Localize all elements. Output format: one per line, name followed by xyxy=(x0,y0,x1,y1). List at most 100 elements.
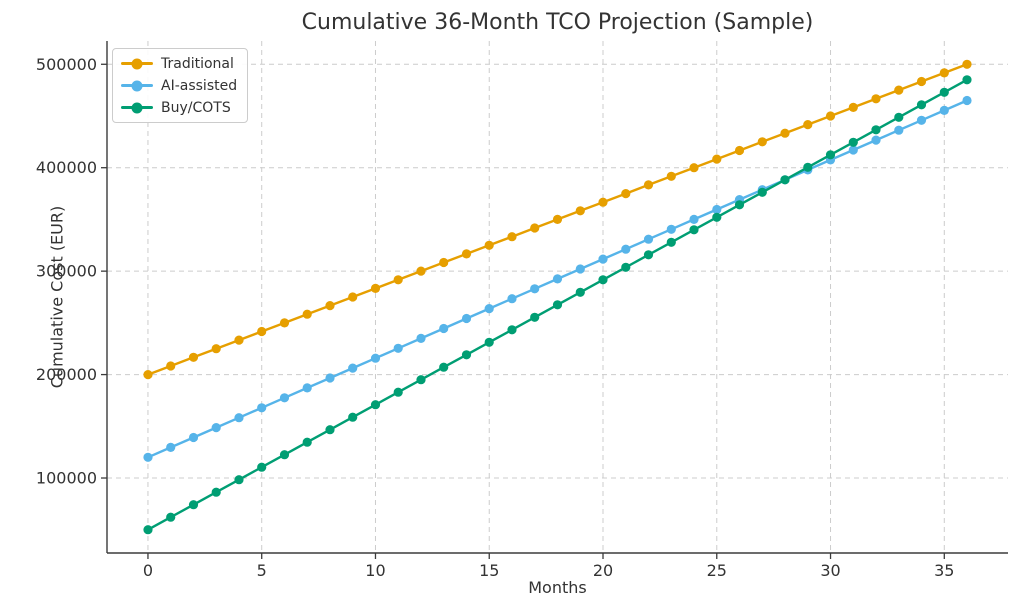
axes-spines xyxy=(106,41,1008,554)
data-point-ai-assisted-3 xyxy=(211,423,221,433)
data-point-traditional-32 xyxy=(871,94,881,104)
data-point-ai-assisted-8 xyxy=(325,373,335,383)
legend: Traditional AI-assisted Buy/COTS xyxy=(112,48,248,123)
data-point-buy-cots-34 xyxy=(916,100,927,110)
data-point-buy-cots-18 xyxy=(552,300,563,310)
data-point-ai-assisted-7 xyxy=(302,383,312,393)
data-point-traditional-1 xyxy=(166,361,176,371)
data-point-buy-cots-19 xyxy=(575,287,585,297)
data-point-buy-cots-17 xyxy=(530,312,540,322)
x-tick-label: 20 xyxy=(593,561,613,580)
data-point-traditional-31 xyxy=(848,102,858,112)
data-point-traditional-21 xyxy=(621,189,631,199)
data-point-traditional-13 xyxy=(439,257,449,268)
data-point-traditional-33 xyxy=(894,85,904,95)
data-point-buy-cots-23 xyxy=(666,237,676,247)
data-point-ai-assisted-12 xyxy=(416,333,426,343)
data-point-buy-cots-7 xyxy=(302,437,312,447)
data-point-buy-cots-6 xyxy=(279,450,290,460)
x-axis-label: Months xyxy=(528,578,587,597)
data-point-traditional-5 xyxy=(257,326,267,337)
data-point-ai-assisted-25 xyxy=(712,204,722,215)
data-point-ai-assisted-35 xyxy=(939,105,949,115)
data-point-traditional-17 xyxy=(530,223,540,233)
y-tick-label: 300000 xyxy=(36,262,97,281)
data-point-buy-cots-29 xyxy=(803,162,813,172)
data-point-buy-cots-22 xyxy=(643,250,654,260)
data-point-ai-assisted-0 xyxy=(143,452,153,462)
data-point-buy-cots-32 xyxy=(871,125,881,135)
gridlines xyxy=(107,41,1008,553)
data-point-traditional-34 xyxy=(916,76,927,87)
data-point-ai-assisted-16 xyxy=(507,294,517,304)
data-point-traditional-27 xyxy=(757,137,767,147)
data-point-traditional-4 xyxy=(234,335,244,345)
data-point-ai-assisted-21 xyxy=(621,244,631,254)
data-point-buy-cots-35 xyxy=(939,87,949,97)
data-point-ai-assisted-13 xyxy=(439,323,449,334)
data-point-traditional-30 xyxy=(825,111,836,121)
x-tick-label: 30 xyxy=(820,561,840,580)
data-point-traditional-9 xyxy=(348,292,358,302)
data-point-ai-assisted-5 xyxy=(257,403,267,413)
data-point-ai-assisted-4 xyxy=(234,413,244,423)
data-point-ai-assisted-32 xyxy=(871,135,881,145)
legend-item-ai-assisted: AI-assisted xyxy=(121,77,237,94)
data-point-traditional-0 xyxy=(143,370,153,380)
legend-line-marker-traditional xyxy=(121,58,153,69)
data-point-traditional-10 xyxy=(370,283,381,293)
data-point-buy-cots-1 xyxy=(166,512,176,522)
legend-dot-ai-assisted xyxy=(131,80,143,91)
data-point-buy-cots-21 xyxy=(621,262,631,272)
y-tick-label: 100000 xyxy=(36,469,97,488)
data-point-ai-assisted-11 xyxy=(393,343,403,353)
data-point-buy-cots-2 xyxy=(188,500,199,510)
data-point-buy-cots-30 xyxy=(825,150,836,160)
data-point-buy-cots-8 xyxy=(325,425,335,435)
data-point-traditional-16 xyxy=(507,232,517,242)
tick-labels: 0 5 10 15 20 25 30 35 100000 200000 300000 400000 50… xyxy=(36,55,955,580)
data-point-traditional-7 xyxy=(302,309,312,319)
data-point-buy-cots-26 xyxy=(734,200,745,210)
data-point-traditional-15 xyxy=(484,240,494,250)
data-point-buy-cots-16 xyxy=(507,325,517,335)
data-point-ai-assisted-33 xyxy=(894,125,904,135)
data-point-buy-cots-24 xyxy=(689,225,699,235)
y-axis-label: Cumulative Cost (EUR) xyxy=(47,205,67,389)
data-point-buy-cots-3 xyxy=(211,487,221,497)
legend-dot-traditional xyxy=(131,58,143,69)
data-point-buy-cots-9 xyxy=(348,412,358,422)
legend-item-buy-cots: Buy/COTS xyxy=(121,99,237,116)
data-point-traditional-2 xyxy=(188,352,199,362)
data-point-buy-cots-4 xyxy=(234,475,244,485)
data-point-traditional-11 xyxy=(393,275,403,285)
data-point-buy-cots-13 xyxy=(439,362,449,372)
data-point-traditional-12 xyxy=(416,266,426,276)
data-point-buy-cots-28 xyxy=(780,175,790,185)
data-point-ai-assisted-23 xyxy=(666,224,676,234)
data-point-ai-assisted-10 xyxy=(370,353,381,363)
legend-label-ai-assisted: AI-assisted xyxy=(161,77,238,94)
chart-title: Cumulative 36-Month TCO Projection (Samp… xyxy=(301,10,814,35)
data-point-buy-cots-20 xyxy=(598,275,608,285)
data-point-ai-assisted-9 xyxy=(348,363,358,373)
tick-marks xyxy=(101,63,945,559)
data-point-traditional-8 xyxy=(325,301,335,311)
data-point-buy-cots-0 xyxy=(143,525,153,535)
data-point-traditional-22 xyxy=(643,180,654,190)
series-buy-cots xyxy=(143,75,972,535)
data-point-buy-cots-11 xyxy=(393,387,403,397)
x-tick-label: 5 xyxy=(257,561,267,580)
data-point-ai-assisted-24 xyxy=(689,214,699,224)
legend-label-buy-cots: Buy/COTS xyxy=(161,99,231,116)
x-tick-label: 25 xyxy=(707,561,727,580)
data-point-traditional-23 xyxy=(666,171,676,181)
data-point-traditional-20 xyxy=(598,197,608,207)
y-tick-label: 200000 xyxy=(36,365,97,384)
data-point-traditional-35 xyxy=(939,68,949,78)
x-tick-label: 15 xyxy=(479,561,499,580)
data-point-ai-assisted-31 xyxy=(848,145,858,155)
legend-item-traditional: Traditional xyxy=(121,55,237,72)
